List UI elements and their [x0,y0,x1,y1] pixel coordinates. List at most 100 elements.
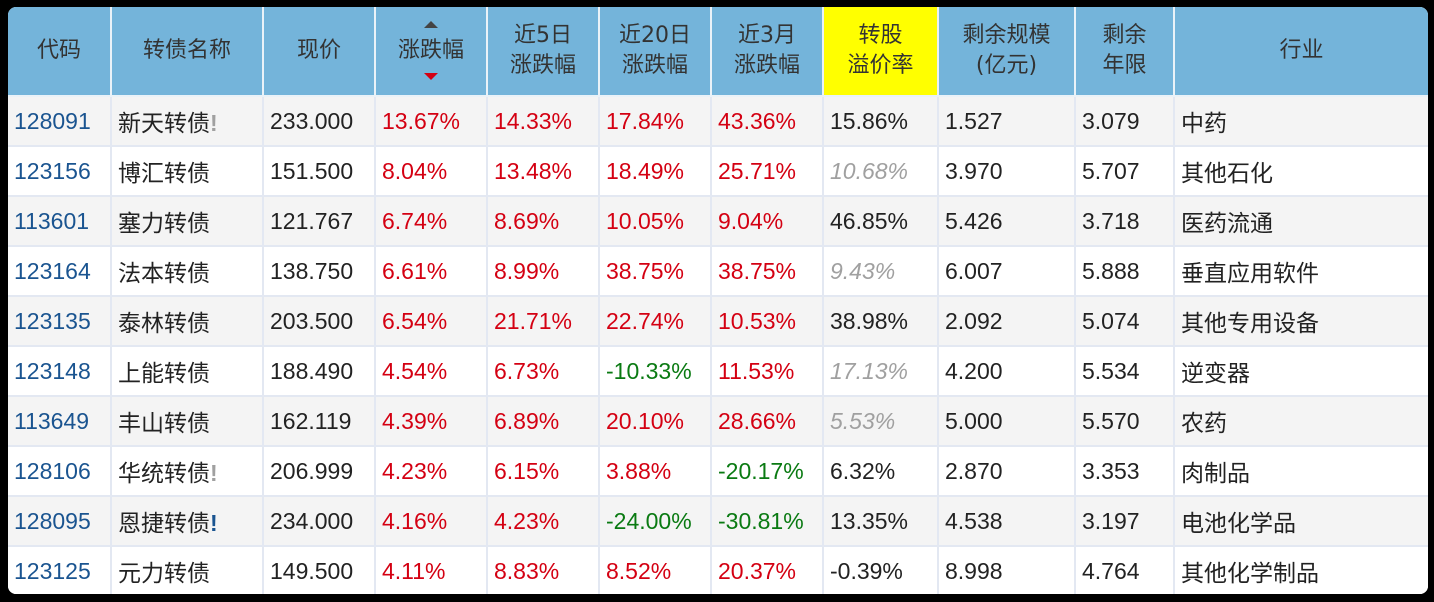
industry-cell: 电池化学品 [1174,496,1428,547]
table-row[interactable]: 123125 元力转债 149.500 4.11% 8.83% 8.52% 20.37% -0… [8,546,1428,594]
bond-code-link[interactable]: 123148 [8,346,112,397]
warning-flag-icon[interactable]: ! [210,460,218,486]
table-row[interactable]: 123164 法本转债 138.750 6.61% 8.99% 38.75% 38.75% 9… [8,246,1428,297]
bond-name-cell-text[interactable]: 恩捷转债 [118,511,210,537]
bond-code-link[interactable]: 123156 [8,146,112,197]
table-row[interactable]: 113601 塞力转债 121.767 6.74% 8.69% 10.05% 9.04% 46… [8,196,1428,247]
change-5d-cell-text: 21.71% [494,307,573,334]
column-header-change[interactable]: 涨跌幅 [375,7,488,97]
table-row[interactable]: 123156 博汇转债 151.500 8.04% 13.48% 18.49% 25.71%… [8,146,1428,197]
bond-name-cell-text[interactable]: 塞力转债 [118,211,210,237]
column-header-change-5d[interactable]: 近5日 涨跌幅 [487,7,600,97]
change-20d-cell: 10.05% [599,196,712,247]
bond-code-link-text[interactable]: 128095 [14,507,91,534]
bond-name-cell-text[interactable]: 博汇转债 [118,161,210,187]
change-20d-cell: 18.49% [599,146,712,197]
bond-name-cell-text[interactable]: 新天转债 [118,111,210,137]
table-row[interactable]: 128095 恩捷转债! 234.000 4.16% 4.23% -24.00% -30.8… [8,496,1428,547]
price-cell-text: 121.767 [270,207,354,234]
column-header-conversion-premium[interactable]: 转股 溢价率 [823,7,939,97]
bond-code-link-text[interactable]: 123125 [14,557,91,584]
industry-cell-text: 医药流通 [1181,211,1273,237]
change-20d-cell-text: 10.05% [606,207,685,234]
change-20d-cell-text: 18.49% [606,157,685,184]
bond-name-cell-text[interactable]: 华统转债 [118,461,210,487]
bond-name-cell[interactable]: 博汇转债 [111,146,264,197]
table-row[interactable]: 123135 泰林转债 203.500 6.54% 21.71% 22.74% 10.53%… [8,296,1428,347]
bond-code-link[interactable]: 128106 [8,446,112,497]
column-header-change-3m[interactable]: 近3月 涨跌幅 [711,7,824,97]
column-header-remaining-years[interactable]: 剩余 年限 [1075,7,1175,97]
change-20d-cell: -10.33% [599,346,712,397]
column-header-remaining-size[interactable]: 剩余规模 (亿元) [938,7,1076,97]
bond-code-link[interactable]: 128091 [8,96,112,147]
change-5d-cell: 8.83% [487,546,600,594]
bond-name-cell-text[interactable]: 法本转债 [118,261,210,287]
remaining-years-cell-text: 3.718 [1082,207,1140,234]
bond-code-link-text[interactable]: 128106 [14,457,91,484]
conversion-premium-cell: 15.86% [823,96,939,147]
change-cell-text: 4.39% [382,407,448,434]
bond-name-cell[interactable]: 泰林转债 [111,296,264,347]
bond-code-link-text[interactable]: 123135 [14,307,91,334]
column-header-code[interactable]: 代码 [8,7,112,97]
bond-code-link-text[interactable]: 113649 [14,407,90,434]
bond-name-cell[interactable]: 丰山转债 [111,396,264,447]
bond-name-cell-text[interactable]: 元力转债 [118,561,210,587]
conversion-premium-cell-text: 46.85% [830,207,909,234]
bond-name-cell-text[interactable]: 泰林转债 [118,311,210,337]
price-cell: 151.500 [263,146,376,197]
change-5d-cell-text: 6.89% [494,407,560,434]
column-header-label: 代码 [36,38,81,63]
industry-cell: 其他专用设备 [1174,296,1428,347]
change-3m-cell: -30.81% [711,496,824,547]
bond-code-link[interactable]: 123125 [8,546,112,594]
table-row[interactable]: 128091 新天转债! 233.000 13.67% 14.33% 17.84% 43.3… [8,96,1428,147]
remaining-size-cell-text: 4.200 [945,357,1003,384]
bond-name-cell[interactable]: 新天转债! [111,96,264,147]
table-row[interactable]: 123148 上能转债 188.490 4.54% 6.73% -10.33% 11.53%… [8,346,1428,397]
sort-ascending-icon[interactable] [424,21,438,28]
bond-code-link[interactable]: 123135 [8,296,112,347]
column-header-label: 剩余规模 [962,23,1051,48]
table-row[interactable]: 113649 丰山转债 162.119 4.39% 6.89% 20.10% 28.66% 5… [8,396,1428,447]
bond-name-cell[interactable]: 华统转债! [111,446,264,497]
bond-name-cell-text[interactable]: 上能转债 [118,361,210,387]
bond-code-link[interactable]: 113649 [8,396,112,447]
change-cell-text: 4.23% [382,457,448,484]
bond-code-link-text[interactable]: 123164 [14,257,91,284]
bond-code-link[interactable]: 128095 [8,496,112,547]
conversion-premium-cell: 6.32% [823,446,939,497]
price-cell: 121.767 [263,196,376,247]
conversion-premium-cell-text: 15.86% [830,107,909,134]
price-cell: 206.999 [263,446,376,497]
bond-code-link[interactable]: 123164 [8,246,112,297]
column-header-name[interactable]: 转债名称 [111,7,264,97]
bond-code-link[interactable]: 113601 [8,196,112,247]
column-header-price[interactable]: 现价 [263,7,376,97]
bond-name-cell[interactable]: 上能转债 [111,346,264,397]
column-header-label-line2: 年限 [1102,53,1147,78]
remaining-years-cell-text: 3.353 [1082,457,1140,484]
bond-code-link-text[interactable]: 128091 [14,107,91,134]
change-3m-cell-text: 25.71% [718,157,797,184]
bond-code-link-text[interactable]: 113601 [14,207,90,234]
bond-code-link-text[interactable]: 123156 [14,157,91,184]
column-header-industry[interactable]: 行业 [1174,7,1428,97]
column-header-change-20d[interactable]: 近20日 涨跌幅 [599,7,712,97]
change-cell: 6.54% [375,296,488,347]
bond-name-cell[interactable]: 恩捷转债! [111,496,264,547]
change-cell-text: 6.61% [382,257,448,284]
change-5d-cell: 8.69% [487,196,600,247]
warning-flag-icon[interactable]: ! [210,110,218,136]
bond-name-cell[interactable]: 法本转债 [111,246,264,297]
bond-name-cell-text[interactable]: 丰山转债 [118,411,210,437]
change-5d-cell-text: 8.69% [494,207,560,234]
bond-name-cell[interactable]: 塞力转债 [111,196,264,247]
table-row[interactable]: 128106 华统转债! 206.999 4.23% 6.15% 3.88% -20.17%… [8,446,1428,497]
warning-flag-icon[interactable]: ! [210,510,218,536]
industry-cell: 农药 [1174,396,1428,447]
bond-name-cell[interactable]: 元力转债 [111,546,264,594]
bond-code-link-text[interactable]: 123148 [14,357,91,384]
sort-descending-icon[interactable] [424,73,438,80]
